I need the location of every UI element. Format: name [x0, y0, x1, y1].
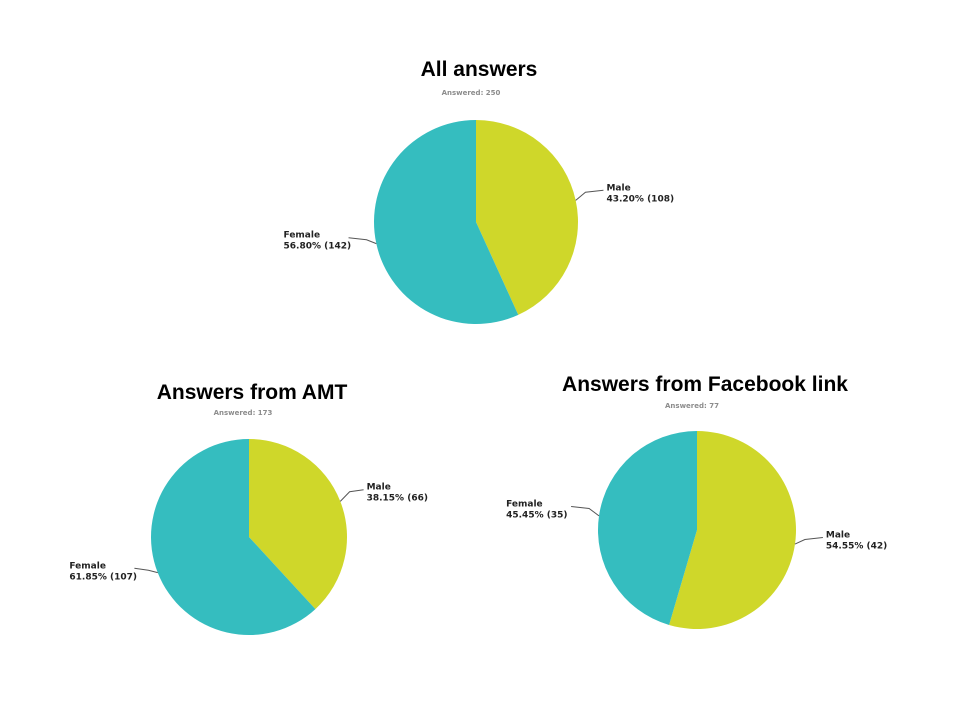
slice-value-label: 43.20% (108) [606, 194, 674, 204]
slice-label: Female [69, 561, 106, 571]
slice-label: Male [606, 183, 630, 193]
slice-label: Male [367, 483, 391, 493]
slice-label: Male [826, 531, 850, 541]
pie-slice-female [598, 431, 697, 625]
chart-subtitle: Answered: 250 [441, 89, 501, 97]
leader-line [571, 505, 600, 517]
pie-slice-female [374, 120, 519, 324]
slice-value-label: 56.80% (142) [284, 242, 352, 252]
slice-value-label: 45.45% (35) [506, 510, 567, 520]
chart-title: Answers from Facebook link [562, 373, 848, 396]
chart-subtitle: Answered: 77 [665, 402, 719, 410]
leader-line [134, 567, 158, 574]
pie-slice-female [150, 439, 316, 635]
leader-line [339, 489, 364, 502]
slice-value-label: 38.15% (66) [367, 494, 428, 504]
slice-label: Female [284, 231, 321, 241]
pie-slice-male [669, 431, 796, 629]
chart-title: Answers from AMT [156, 381, 348, 404]
pie-slice-male [476, 120, 579, 315]
pie-slice-male [249, 439, 347, 610]
slice-value-label: 54.55% (42) [826, 542, 887, 552]
slice-label: Female [506, 499, 543, 509]
chart-subtitle: Answered: 173 [213, 409, 273, 417]
chart-title: All answers [420, 58, 538, 81]
leader-line [348, 237, 377, 245]
leader-line [575, 189, 604, 201]
slice-value-label: 61.85% (107) [69, 572, 137, 582]
leader-line [794, 537, 823, 545]
